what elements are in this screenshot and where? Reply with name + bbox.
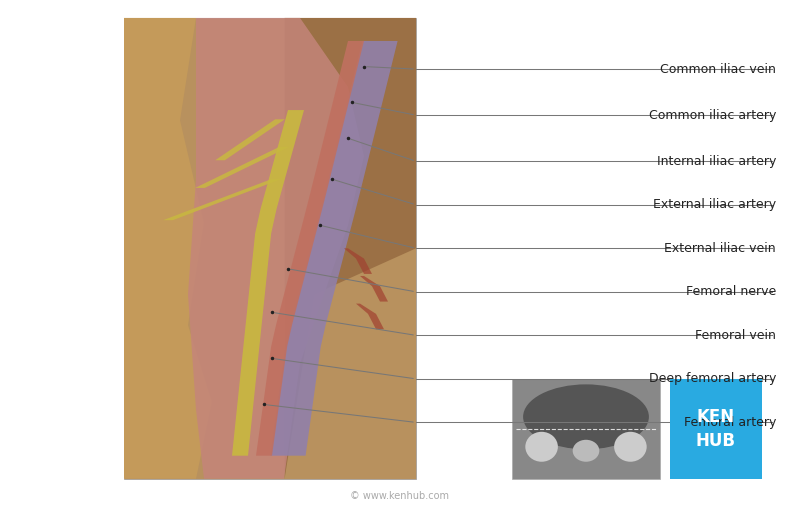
Polygon shape <box>360 276 388 302</box>
FancyBboxPatch shape <box>512 379 660 479</box>
Text: Femoral nerve: Femoral nerve <box>686 285 776 298</box>
Polygon shape <box>256 41 364 456</box>
Polygon shape <box>124 18 212 479</box>
Text: External iliac vein: External iliac vein <box>664 242 776 255</box>
Polygon shape <box>285 18 416 479</box>
Polygon shape <box>188 18 364 479</box>
Text: © www.kenhub.com: © www.kenhub.com <box>350 490 450 501</box>
Text: Common iliac artery: Common iliac artery <box>649 109 776 122</box>
Polygon shape <box>195 147 289 188</box>
Text: Femoral artery: Femoral artery <box>684 416 776 429</box>
FancyBboxPatch shape <box>124 18 416 479</box>
Polygon shape <box>344 248 372 274</box>
Text: Common iliac vein: Common iliac vein <box>660 62 776 76</box>
Polygon shape <box>215 119 285 160</box>
Text: Deep femoral artery: Deep femoral artery <box>649 372 776 386</box>
Ellipse shape <box>573 440 599 462</box>
Polygon shape <box>232 110 304 456</box>
Text: Femoral vein: Femoral vein <box>695 329 776 342</box>
Text: External iliac artery: External iliac artery <box>653 198 776 211</box>
Ellipse shape <box>614 432 646 462</box>
Text: KEN
HUB: KEN HUB <box>696 408 736 450</box>
Text: Internal iliac artery: Internal iliac artery <box>657 155 776 168</box>
Polygon shape <box>163 179 281 220</box>
Ellipse shape <box>526 432 558 462</box>
FancyBboxPatch shape <box>670 379 762 479</box>
Ellipse shape <box>523 385 649 449</box>
Polygon shape <box>356 304 384 329</box>
Polygon shape <box>270 41 398 456</box>
